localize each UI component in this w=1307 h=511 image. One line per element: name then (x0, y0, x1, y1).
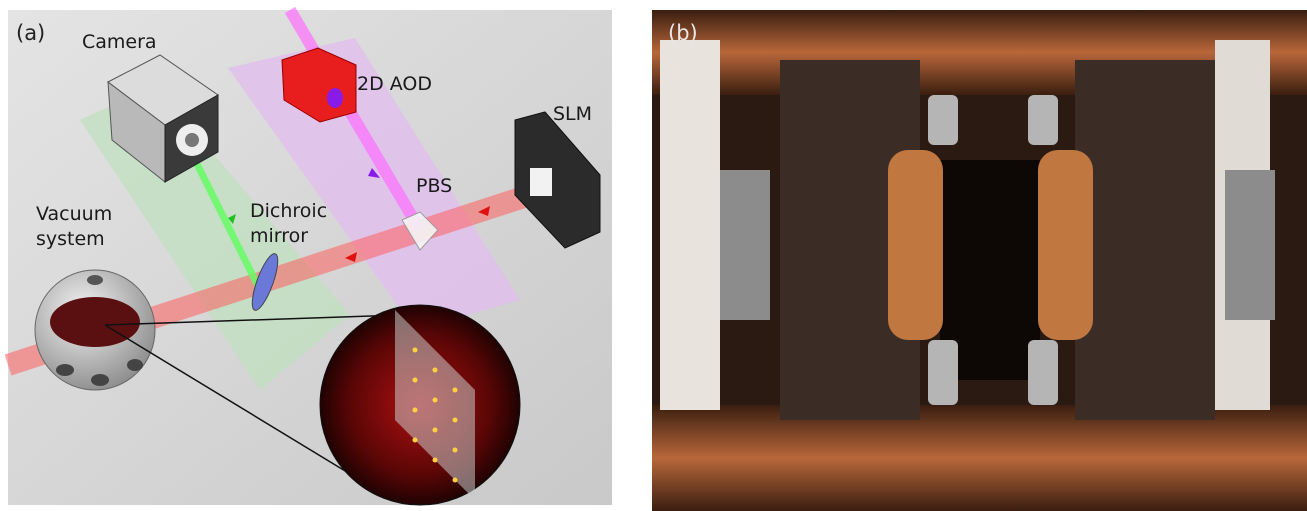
electrode-left (888, 150, 943, 340)
chamber-port (127, 359, 143, 371)
aod-aperture (327, 88, 343, 108)
label-slm: SLM (553, 103, 592, 125)
atom-array (412, 347, 458, 483)
purple-plane (228, 38, 520, 330)
chamber-port (56, 364, 74, 376)
label-system: system (36, 228, 105, 250)
panel-b: (b) (652, 10, 1307, 511)
clamp (1028, 95, 1058, 145)
clamp (1028, 340, 1058, 405)
arrow (345, 252, 357, 262)
clamp (928, 340, 958, 405)
panel-tag: (a) (16, 21, 45, 45)
panel-a: (a) Camera 2D AOD SLM PBS Dichroic mirro… (4, 6, 612, 506)
camera-lens-inner (185, 133, 199, 147)
green-beam (191, 158, 269, 302)
chamber-port (91, 374, 109, 386)
label-mirror: mirror (250, 225, 308, 247)
arrow (478, 206, 490, 216)
copper-coils-bottom (652, 405, 1307, 511)
chamber-interior (50, 297, 140, 347)
slm (514, 111, 601, 249)
bracket-left (720, 170, 770, 320)
zoom-line (104, 314, 401, 326)
arrow (368, 168, 380, 178)
arrow (228, 214, 236, 224)
electrode-right (1038, 150, 1093, 340)
label-pbs: PBS (416, 175, 452, 197)
panel-tag: (b) (668, 21, 698, 45)
plate-right (1075, 60, 1215, 420)
zoom-line (104, 324, 361, 481)
slm-screen (530, 168, 552, 196)
label-camera: Camera (82, 31, 157, 53)
label-aod: 2D AOD (357, 73, 432, 95)
chamber-port (87, 275, 103, 285)
pbs-cube (401, 211, 439, 251)
dichroic-mirror (251, 253, 279, 311)
support-left (660, 40, 720, 410)
label-dichroic: Dichroic (250, 200, 327, 222)
label-vacuum: Vacuum (36, 203, 112, 225)
magenta-beam (284, 6, 426, 234)
clamp (928, 95, 958, 145)
bracket-right (1225, 170, 1275, 320)
